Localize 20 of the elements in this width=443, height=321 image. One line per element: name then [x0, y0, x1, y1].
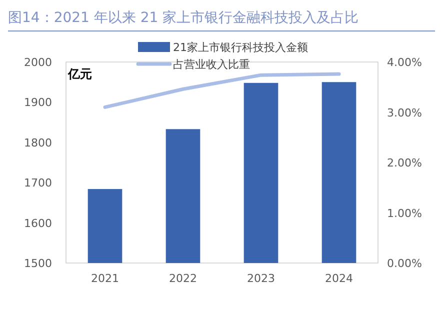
y2-tick-label: 1.00% [387, 206, 422, 220]
y-tick-label: 1700 [24, 176, 52, 190]
y-tick-label: 1900 [24, 96, 52, 110]
legend-label: 21家上市银行科技投入金额 [173, 41, 308, 54]
y2-tick-label: 3.00% [387, 106, 422, 120]
x-tick-label: 2021 [91, 272, 119, 285]
x-tick-label: 2024 [325, 272, 353, 285]
x-tick-label: 2022 [169, 272, 197, 285]
legend-label: 占营业收入比重 [173, 58, 250, 71]
y2-tick-label: 0.00% [387, 257, 422, 270]
y2-tick-label: 4.00% [387, 56, 422, 69]
y-tick-label: 2000 [24, 56, 52, 69]
y-tick-label: 1500 [24, 257, 52, 270]
y-tick-label: 1800 [24, 136, 52, 150]
x-tick-label: 2023 [247, 272, 275, 285]
chart-title: 图14：2021 年以来 21 家上市银行金融科技投入及占比 [8, 10, 359, 26]
line-series [103, 72, 341, 109]
y-axis-title: 亿元 [67, 67, 92, 81]
y-tick-label: 1600 [24, 216, 52, 230]
y2-tick-label: 2.00% [387, 156, 422, 170]
